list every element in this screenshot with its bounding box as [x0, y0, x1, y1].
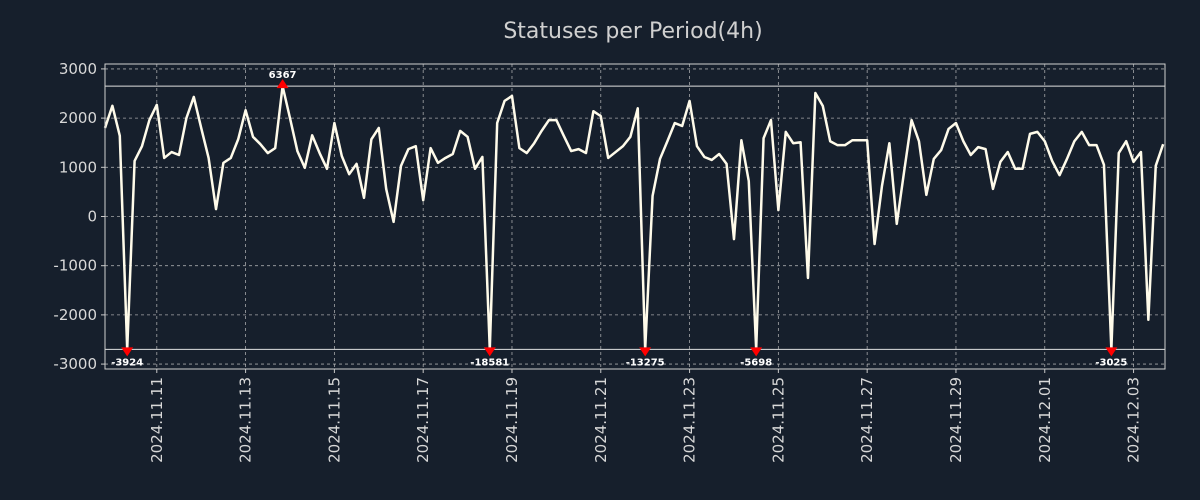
y-axis: 3000 2000 1000 0 -1000 -2000 -3000 — [53, 60, 105, 373]
y-tick-label: 3000 — [59, 60, 97, 78]
down-triangle-marker — [121, 347, 134, 357]
down-triangle-marker — [750, 347, 763, 357]
chart-title: Statuses per Period(4h) — [503, 19, 762, 44]
y-tick-label: 2000 — [59, 109, 97, 127]
annotations: 6367 -3924 -18581 -13275 -5698 -3025 — [111, 70, 1127, 368]
x-tick-label: 2024.11.19 — [503, 377, 521, 463]
y-tick-label: 1000 — [59, 158, 97, 176]
down-triangle-marker — [1105, 347, 1118, 357]
down-triangle-marker — [483, 347, 496, 357]
x-tick-label: 2024.11.17 — [414, 377, 432, 463]
series-line — [103, 84, 1165, 351]
x-axis: 2024.11.11 2024.11.13 2024.11.15 2024.11.17… — [148, 369, 1143, 463]
annotation-label: -18581 — [470, 357, 509, 368]
annotation-label: -3924 — [111, 357, 143, 368]
x-tick-label: 2024.11.29 — [947, 377, 965, 463]
series-layer — [103, 84, 1165, 351]
up-triangle-marker — [276, 79, 289, 89]
x-tick-label: 2024.11.21 — [592, 377, 610, 463]
x-tick-label: 2024.12.03 — [1125, 377, 1143, 463]
plot-frame — [104, 63, 1166, 370]
y-tick-label: -3000 — [53, 355, 97, 373]
down-triangle-marker — [639, 347, 652, 357]
annotation-label: 6367 — [269, 70, 297, 81]
y-tick-label: 0 — [87, 208, 97, 226]
y-tick-label: -2000 — [53, 306, 97, 324]
x-tick-label: 2024.11.25 — [769, 377, 787, 463]
x-tick-label: 2024.11.13 — [237, 377, 255, 463]
x-tick-label: 2024.12.01 — [1036, 377, 1054, 463]
x-tick-label: 2024.11.23 — [681, 377, 699, 463]
annotation-label: -3025 — [1095, 357, 1127, 368]
annotation-label: -13275 — [626, 357, 665, 368]
x-tick-label: 2024.11.11 — [148, 377, 166, 463]
y-tick-label: -1000 — [53, 257, 97, 275]
annotation-label: -5698 — [740, 357, 772, 368]
x-tick-label: 2024.11.27 — [858, 377, 876, 463]
x-tick-label: 2024.11.15 — [325, 377, 343, 463]
grid — [105, 64, 1165, 369]
